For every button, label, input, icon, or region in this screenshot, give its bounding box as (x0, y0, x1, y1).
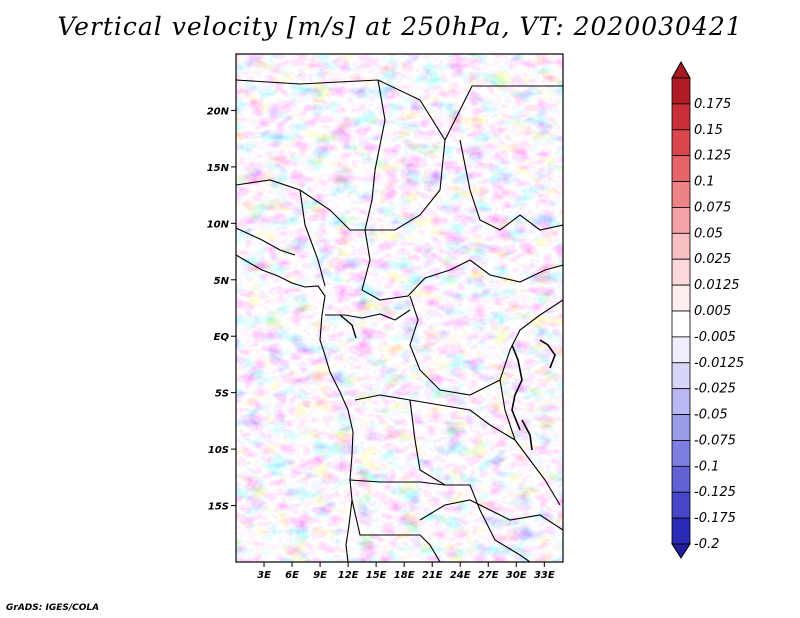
colorbar-swatch (671, 414, 691, 441)
colorbar-swatch (671, 181, 691, 208)
colorbar-label: 0.0125 (694, 278, 740, 293)
colorbar-label: -0.0125 (694, 356, 744, 371)
colorbar-swatch (671, 103, 691, 131)
colorbar: 0.175 0.15 0.125 0.1 0.075 0.05 0.025 0.0125 0.0… (671, 60, 744, 559)
map-frame (235, 53, 564, 563)
colorbar-swatch (671, 155, 691, 182)
lon-label: 30E (506, 570, 527, 581)
grads-credit: GrADS: IGES/COLA (6, 603, 100, 613)
lon-label: 6E (285, 570, 299, 581)
lon-label: 27E (478, 570, 499, 581)
velocity-field (236, 54, 563, 562)
coastline (236, 254, 354, 562)
colorbar-swatch (671, 517, 691, 545)
colorbar-label: 0.005 (694, 304, 731, 319)
colorbar-swatch (671, 440, 691, 467)
country-borders (236, 79, 563, 562)
colorbar-swatch (671, 491, 691, 519)
lon-label: 3E (257, 570, 271, 581)
map-panel (235, 53, 564, 563)
colorbar-swatch (671, 232, 691, 260)
lat-label: EQ (214, 332, 230, 343)
colorbar-label: -0.005 (694, 330, 736, 345)
colorbar-swatch (671, 336, 691, 364)
latitude-axis: 20N 15N 10N 5N EQ 5S 10S 15S (207, 106, 236, 513)
colorbar-label: -0.05 (694, 408, 728, 423)
colorbar-label: 0.1 (694, 175, 715, 190)
colorbar-label: 0.125 (694, 149, 731, 164)
colorbar-swatch (671, 310, 691, 338)
longitude-axis: 3E 6E 9E 12E 15E 18E 21E 24E 27E 30E 33E (257, 562, 555, 581)
lon-label: 9E (313, 570, 327, 581)
colorbar-label: -0.075 (694, 433, 736, 448)
colorbar-label: 0.175 (694, 97, 731, 112)
colorbar-swatch (671, 129, 691, 157)
colorbar-label: -0.025 (694, 382, 736, 397)
colorbar-swatch (671, 258, 691, 286)
lon-label: 24E (450, 570, 471, 581)
colorbar-label: 0.075 (694, 200, 731, 215)
colorbar-swatch (671, 207, 691, 234)
colorbar-label: 0.05 (694, 226, 723, 241)
lon-label: 12E (338, 570, 359, 581)
lat-label: 15S (208, 502, 229, 513)
colorbar-swatch (671, 77, 691, 105)
colorbar-swatch (671, 362, 691, 390)
colorbar-swatch (671, 465, 691, 493)
colorbar-bottom-arrow (671, 543, 691, 559)
colorbar-label: 0.025 (694, 252, 731, 267)
lon-label: 33E (534, 570, 555, 581)
lat-label: 10S (208, 445, 229, 456)
colorbar-top-arrow (671, 60, 691, 79)
lat-label: 5N (214, 276, 230, 287)
colorbar-label: -0.2 (694, 537, 719, 552)
lon-label: 21E (422, 570, 443, 581)
lat-label: 10N (207, 219, 230, 230)
lon-label: 15E (366, 570, 387, 581)
lat-label: 20N (207, 106, 230, 117)
colorbar-swatch (671, 388, 691, 415)
lat-label: 15N (207, 163, 230, 174)
colorbar-label: -0.125 (694, 485, 736, 500)
map-title: Vertical velocity [m/s] at 250hPa, VT: 2… (57, 12, 743, 41)
colorbar-label: -0.1 (694, 459, 719, 474)
colorbar-label: 0.15 (694, 123, 723, 138)
colorbar-swatch (671, 284, 691, 312)
colorbar-label: -0.175 (694, 511, 736, 526)
lon-label: 18E (394, 570, 415, 581)
lat-label: 5S (215, 389, 229, 400)
